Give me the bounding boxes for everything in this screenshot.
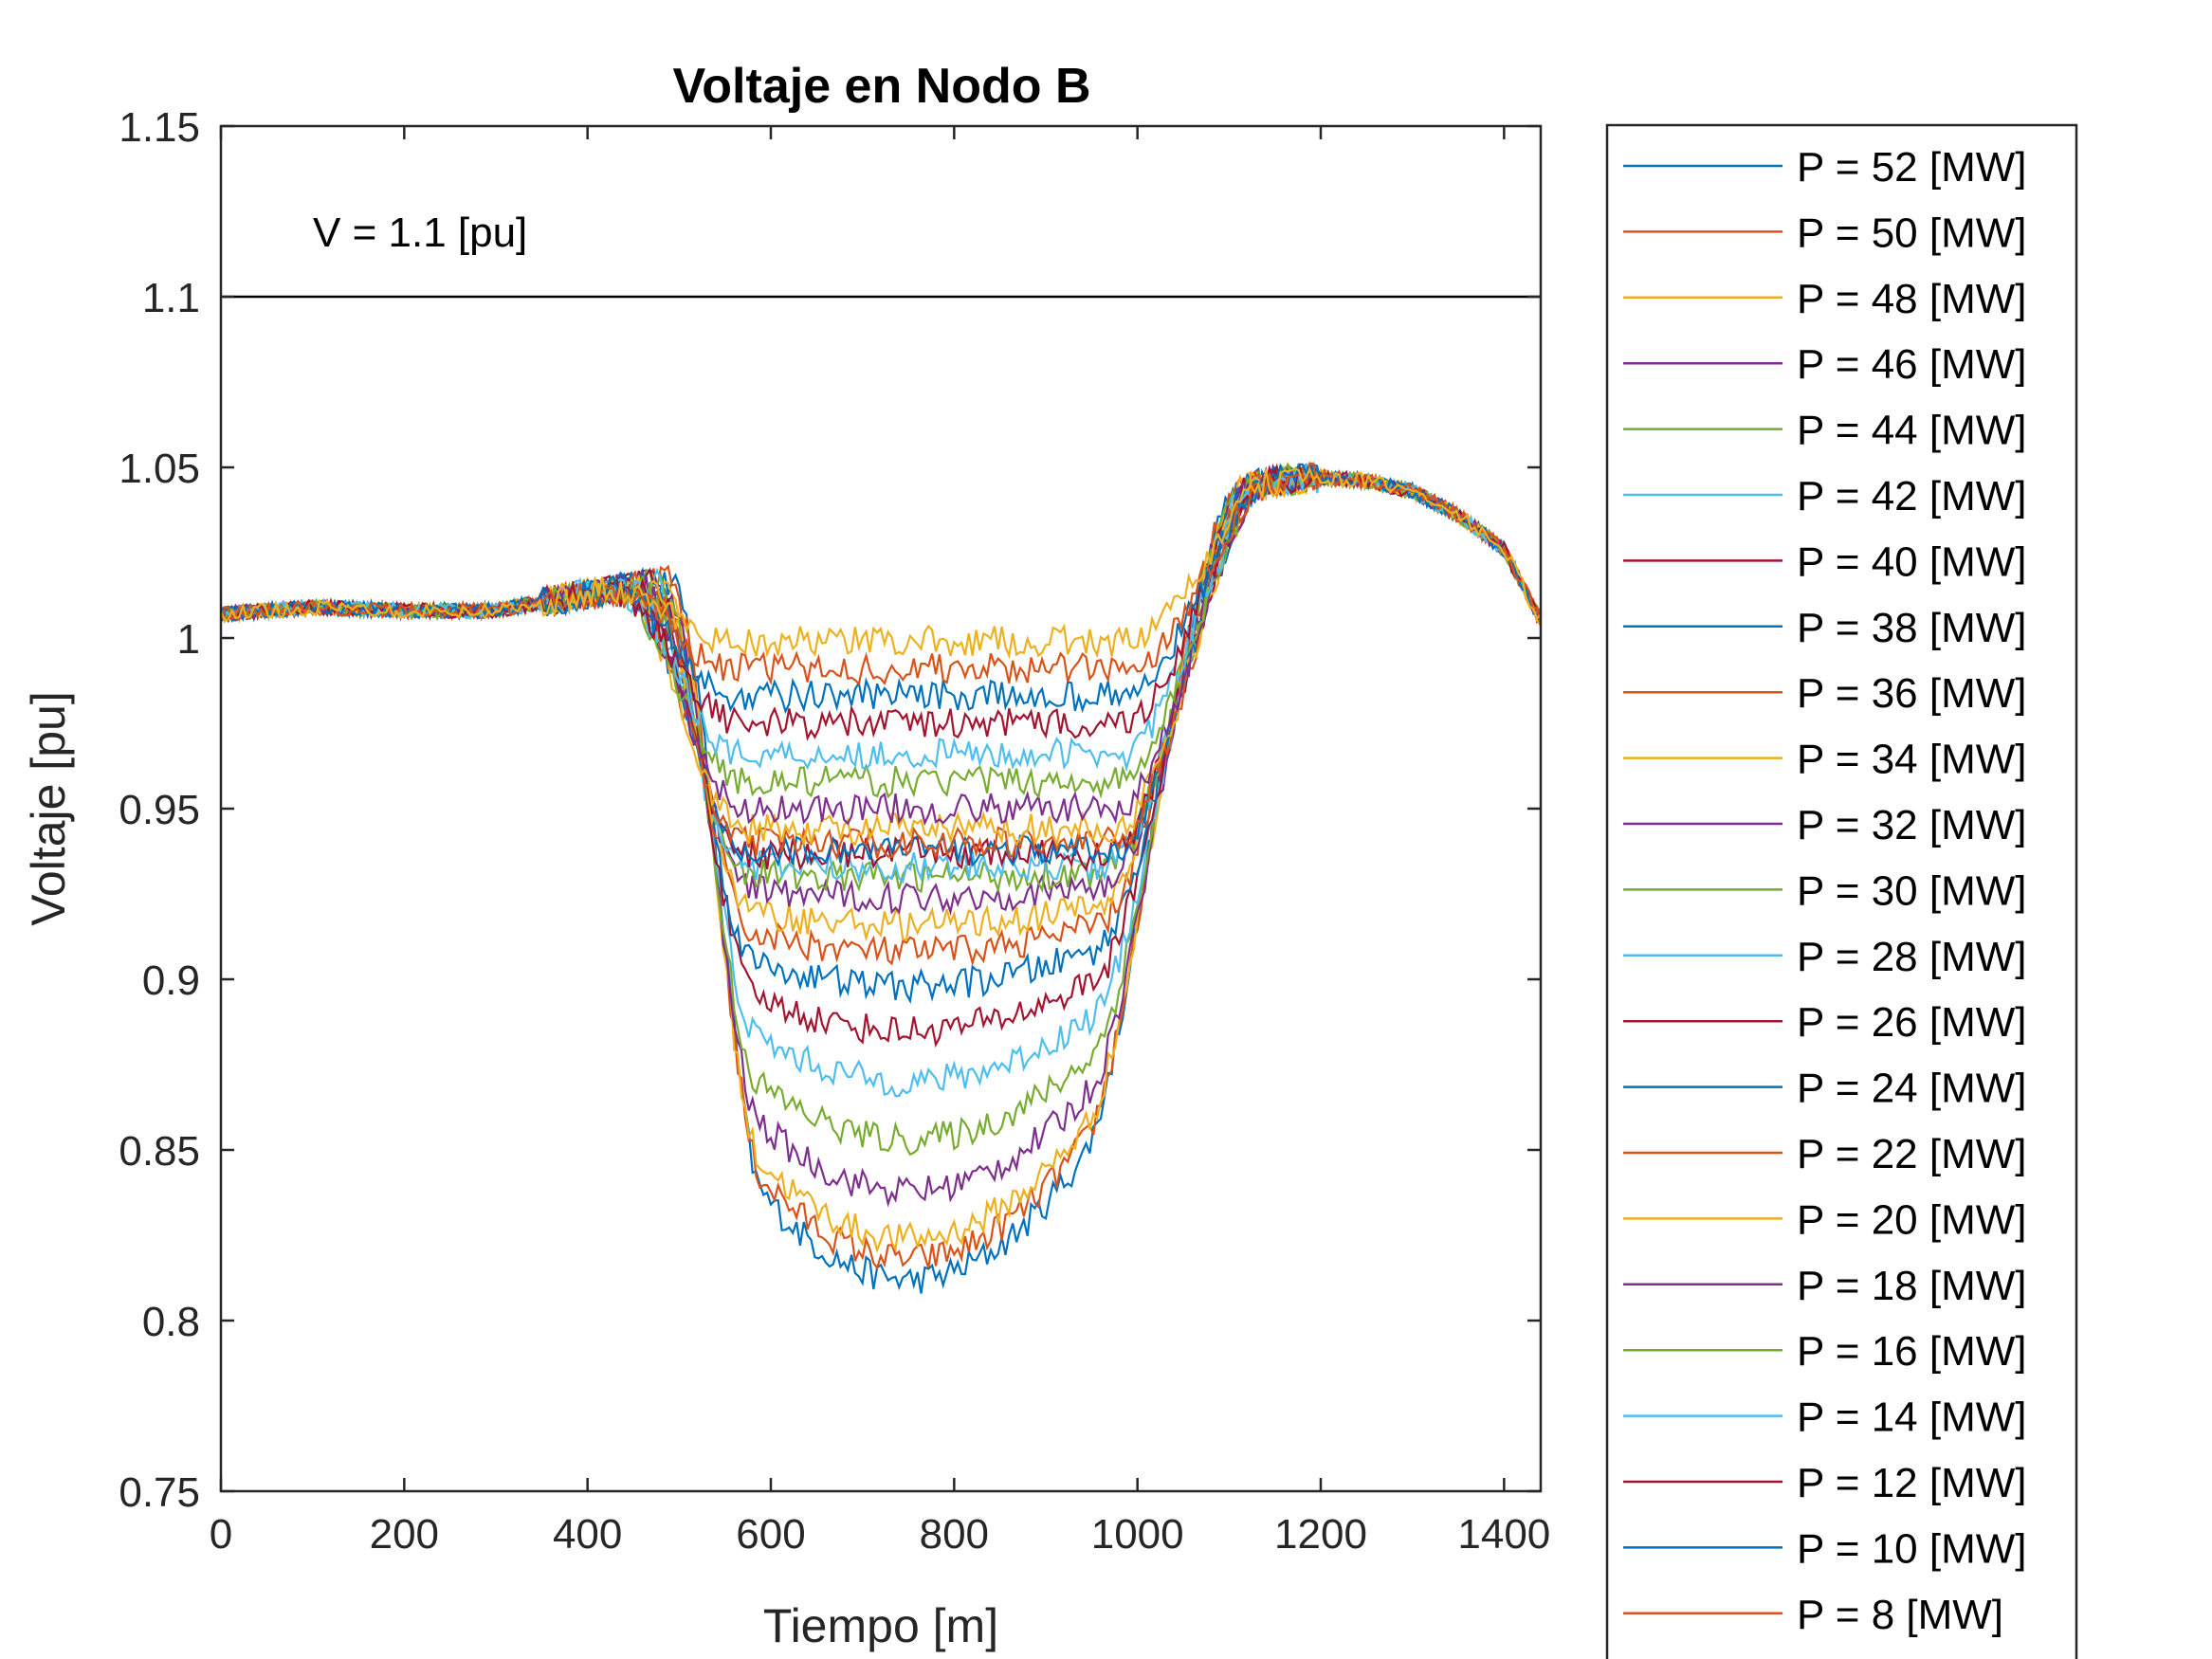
x-tick-label: 600	[736, 1511, 805, 1558]
series-line-46mw	[219, 465, 1543, 1208]
legend-label-14mw: P = 14 [MW]	[1797, 1395, 2027, 1441]
series-line-22mw	[219, 467, 1542, 861]
series-line-52mw	[219, 467, 1542, 1294]
x-axis-label: Tiempo [m]	[763, 1599, 998, 1652]
legend-label-20mw: P = 20 [MW]	[1797, 1196, 2027, 1243]
legend-label-52mw: P = 52 [MW]	[1797, 144, 2027, 191]
legend-label-38mw: P = 38 [MW]	[1797, 605, 2027, 651]
legend-label-10mw: P = 10 [MW]	[1797, 1525, 2027, 1572]
x-tick-label: 200	[370, 1511, 439, 1558]
series-line-8mw	[219, 462, 1543, 686]
legend-label-8mw: P = 8 [MW]	[1797, 1592, 2003, 1638]
legend-label-16mw: P = 16 [MW]	[1797, 1328, 2027, 1375]
legend-label-34mw: P = 34 [MW]	[1797, 737, 2027, 783]
x-tick-label: 1400	[1457, 1511, 1550, 1558]
y-tick-label: 0.85	[119, 1128, 200, 1175]
legend-label-12mw: P = 12 [MW]	[1797, 1460, 2027, 1506]
y-tick-label: 1.05	[119, 446, 200, 492]
legend: P = 52 [MW] P = 50 [MW] P = 48 [MW] P = 46 …	[1605, 123, 2078, 1659]
legend-label-44mw: P = 44 [MW]	[1797, 408, 2027, 454]
series-line-44mw	[220, 463, 1542, 1157]
y-tick-label: 0.8	[142, 1299, 200, 1345]
x-tick-label: 0	[210, 1511, 232, 1558]
legend-label-32mw: P = 32 [MW]	[1797, 802, 2027, 848]
plot-frame	[219, 124, 1543, 1493]
x-tick-label: 400	[553, 1511, 622, 1558]
series-line-28mw	[220, 465, 1542, 884]
x-tick-label: 800	[920, 1511, 989, 1558]
legend-label-6mw: P = 6 [MW]	[1797, 1657, 2003, 1659]
series-line-42mw	[220, 465, 1542, 1098]
legend-label-22mw: P = 22 [MW]	[1797, 1131, 2027, 1177]
legend-label-48mw: P = 48 [MW]	[1797, 276, 2027, 322]
y-axis-ticks: 0.75 0.8 0.85 0.9 0.95 1 1.05 1.1 1.15	[119, 104, 1541, 1516]
legend-label-28mw: P = 28 [MW]	[1797, 934, 2027, 980]
y-axis-label: Voltaje [pu]	[22, 691, 75, 925]
y-tick-label: 1	[177, 616, 200, 663]
legend-items: P = 52 [MW] P = 50 [MW] P = 48 [MW] P = 46 …	[1623, 144, 2027, 1659]
legend-box	[1605, 123, 2078, 1659]
series-line-24mw	[220, 463, 1542, 867]
y-tick-label: 0.95	[119, 787, 200, 833]
legend-label-40mw: P = 40 [MW]	[1797, 538, 2027, 585]
series-line-10mw	[220, 462, 1542, 715]
legend-label-24mw: P = 24 [MW]	[1797, 1066, 2027, 1112]
series-layer	[219, 461, 1543, 1294]
legend-label-50mw: P = 50 [MW]	[1797, 210, 2027, 256]
legend-label-18mw: P = 18 [MW]	[1797, 1263, 2027, 1309]
legend-label-30mw: P = 30 [MW]	[1797, 867, 2027, 914]
reference-line-label: V = 1.1 [pu]	[313, 210, 527, 256]
series-line-18mw	[220, 462, 1542, 827]
x-tick-label: 1000	[1091, 1511, 1184, 1558]
series-line-40mw	[219, 463, 1542, 1048]
legend-label-26mw: P = 26 [MW]	[1797, 999, 2027, 1046]
x-tick-label: 1200	[1274, 1511, 1367, 1558]
y-tick-label: 1.15	[119, 104, 200, 151]
y-tick-label: 0.9	[142, 957, 200, 1004]
series-line-38mw	[220, 463, 1543, 1005]
legend-label-46mw: P = 46 [MW]	[1797, 341, 2027, 388]
series-line-26mw	[220, 463, 1542, 872]
chart-title: Voltaje en Nodo B	[672, 59, 1090, 114]
y-tick-label: 0.75	[119, 1469, 200, 1516]
legend-label-42mw: P = 42 [MW]	[1797, 473, 2027, 520]
legend-label-36mw: P = 36 [MW]	[1797, 670, 2027, 717]
x-axis-ticks: 0 200 400 600 800 1000 1200 1400	[210, 126, 1550, 1558]
series-line-6mw	[219, 466, 1542, 660]
y-tick-label: 1.1	[142, 275, 200, 321]
